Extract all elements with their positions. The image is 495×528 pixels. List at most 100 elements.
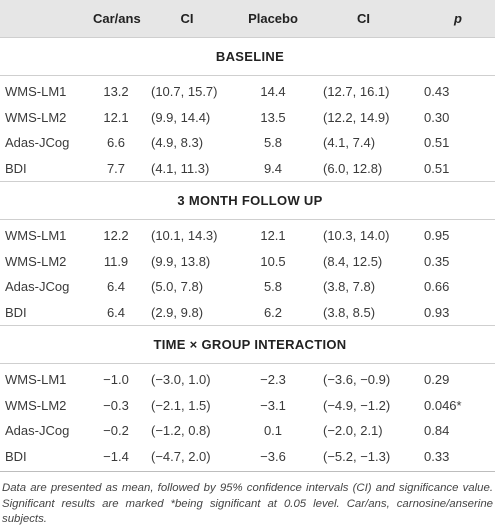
data-row: WMS-LM1 −1.0 (−3.0, 1.0) −2.3 (−3.6, −0.9) 0.… [0, 364, 495, 393]
header-row: Car/ans CI Placebo CI p [0, 0, 495, 38]
section-row: TIME × GROUP INTERACTION [0, 325, 495, 364]
cell: 0.84 [424, 423, 450, 439]
cell: 0.33 [424, 448, 450, 464]
cell: 13.5 [260, 109, 286, 125]
data-row: BDI 6.4 (2.9, 9.8) 6.2 (3.8, 8.5) 0.93 [0, 300, 495, 326]
cell: 0.51 [424, 160, 450, 176]
cell: 6.2 [263, 304, 283, 320]
row-label: BDI [5, 160, 27, 176]
cell: (−3.6, −0.9) [323, 372, 391, 388]
header-cell [0, 0, 93, 38]
cell: 0.43 [424, 84, 450, 100]
row-label: Adas-JCog [5, 279, 70, 295]
cell: (9.9, 13.8) [151, 253, 211, 269]
cell: −1.4 [103, 448, 129, 464]
data-row: WMS-LM1 12.2 (10.1, 14.3) 12.1 (10.3, 14.0) 0… [0, 220, 495, 249]
cell: 0.1 [263, 423, 283, 439]
cell: (−4.7, 2.0) [151, 448, 211, 464]
cell: −3.1 [260, 397, 286, 413]
data-row: BDI 7.7 (4.1, 11.3) 9.4 (6.0, 12.8) 0.51 [0, 156, 495, 182]
cell: (−2.0, 2.1) [323, 423, 383, 439]
cell: 0.51 [424, 135, 450, 151]
cell: 0.30 [424, 109, 450, 125]
cell: 12.1 [103, 109, 129, 125]
cell: 6.4 [106, 279, 126, 295]
row-label: Adas-JCog [5, 423, 70, 439]
cell: (4.1, 7.4) [323, 135, 376, 151]
row-label: WMS-LM2 [5, 109, 67, 125]
cell: 9.4 [263, 160, 283, 176]
section-row: BASELINE [0, 37, 495, 76]
data-row: WMS-LM1 13.2 (10.7, 15.7) 14.4 (12.7, 16.1) 0… [0, 76, 495, 105]
section-title: BASELINE [0, 37, 495, 76]
cell: (−1.2, 0.8) [151, 423, 211, 439]
cell: (−3.0, 1.0) [151, 372, 211, 388]
cell: (12.7, 16.1) [323, 84, 390, 100]
cell: 6.6 [106, 135, 126, 151]
cell: 5.8 [263, 135, 283, 151]
header-cell: Car/ans [93, 0, 141, 38]
row-label: WMS-LM1 [5, 84, 67, 100]
cell: −0.2 [103, 423, 129, 439]
cell: (9.9, 14.4) [151, 109, 211, 125]
cell: (3.8, 7.8) [323, 279, 376, 295]
header-cell: Placebo [235, 0, 311, 38]
cell: (−2.1, 1.5) [151, 397, 211, 413]
row-label: WMS-LM1 [5, 372, 67, 388]
cell: 0.95 [424, 228, 450, 244]
cell: (−4.9, −1.2) [323, 397, 391, 413]
cell: 6.4 [106, 304, 126, 320]
cell: 11.9 [103, 253, 129, 269]
cell: (10.3, 14.0) [323, 228, 390, 244]
row-label: BDI [5, 304, 27, 320]
header-cell: CI [139, 0, 235, 38]
cell: 5.8 [263, 279, 283, 295]
cell: 0.29 [424, 372, 450, 388]
cell: 0.35 [424, 253, 450, 269]
data-row: Adas-JCog 6.4 (5.0, 7.8) 5.8 (3.8, 7.8) 0.66 [0, 274, 495, 300]
cell: 13.2 [103, 84, 129, 100]
section-title: 3 MONTH FOLLOW UP [0, 181, 495, 220]
cell: (3.8, 8.5) [323, 304, 376, 320]
header-cell: CI [311, 0, 416, 38]
row-label: Adas-JCog [5, 135, 70, 151]
cell: (6.0, 12.8) [323, 160, 383, 176]
data-row: Adas-JCog 6.6 (4.9, 8.3) 5.8 (4.1, 7.4) 0.51 [0, 130, 495, 156]
row-label: BDI [5, 448, 27, 464]
data-table: Car/ans CI Placebo CI p BASELINE WMS-LM1 13.2 (1… [0, 0, 495, 470]
data-row: WMS-LM2 11.9 (9.9, 13.8) 10.5 (8.4, 12.5) 0.3… [0, 249, 495, 275]
cell: 12.2 [103, 228, 129, 244]
cell: −0.3 [103, 397, 129, 413]
row-label: WMS-LM2 [5, 397, 67, 413]
cell: −1.0 [103, 372, 129, 388]
data-row: WMS-LM2 −0.3 (−2.1, 1.5) −3.1 (−4.9, −1.2) 0.… [0, 393, 495, 419]
cell: (10.7, 15.7) [151, 84, 218, 100]
cell: (10.1, 14.3) [151, 228, 218, 244]
cell: (12.2, 14.9) [323, 109, 390, 125]
cell: 0.93 [424, 304, 450, 320]
header-cell: p [416, 0, 495, 38]
cell: (4.1, 11.3) [151, 160, 210, 176]
cell: 7.7 [106, 160, 126, 176]
cell: 0.046* [424, 397, 462, 413]
section-row: 3 MONTH FOLLOW UP [0, 181, 495, 220]
data-row: BDI −1.4 (−4.7, 2.0) −3.6 (−5.2, −1.3) 0.33 [0, 444, 495, 470]
cell: (8.4, 12.5) [323, 253, 383, 269]
row-label: WMS-LM1 [5, 228, 67, 244]
cell: (4.9, 8.3) [151, 135, 204, 151]
footnote: Data are presented as mean, followed by … [0, 471, 495, 528]
cell: 12.1 [260, 228, 286, 244]
cell: 10.5 [260, 253, 286, 269]
data-row: Adas-JCog −0.2 (−1.2, 0.8) 0.1 (−2.0, 2.1) 0.… [0, 418, 495, 444]
cell: 0.66 [424, 279, 450, 295]
cell: 14.4 [260, 84, 286, 100]
cell: (5.0, 7.8) [151, 279, 204, 295]
section-title: TIME × GROUP INTERACTION [0, 325, 495, 364]
row-label: WMS-LM2 [5, 253, 67, 269]
cell: −3.6 [260, 448, 286, 464]
cell: −2.3 [260, 372, 286, 388]
cell: (−5.2, −1.3) [323, 448, 391, 464]
cell: (2.9, 9.8) [151, 304, 204, 320]
data-row: WMS-LM2 12.1 (9.9, 14.4) 13.5 (12.2, 14.9) 0.… [0, 105, 495, 131]
